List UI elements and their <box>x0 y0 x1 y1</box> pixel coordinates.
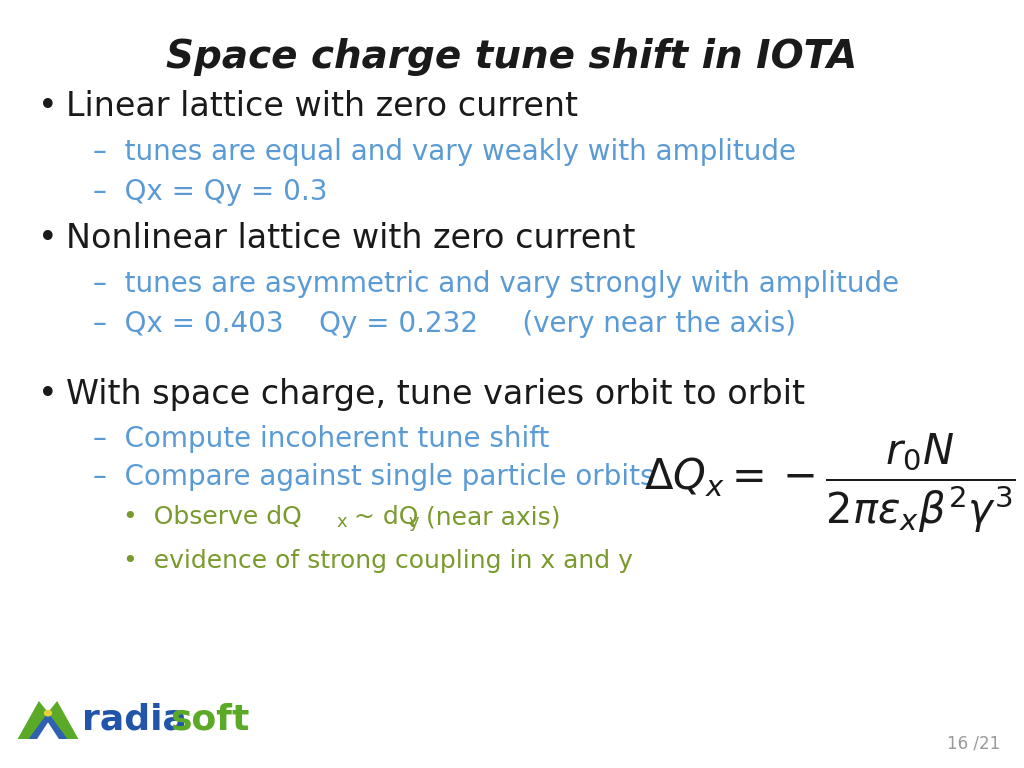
Text: ~ dQ: ~ dQ <box>346 505 419 529</box>
Text: •: • <box>38 378 57 411</box>
Polygon shape <box>17 701 79 739</box>
Text: –  tunes are asymmetric and vary strongly with amplitude: – tunes are asymmetric and vary strongly… <box>93 270 899 298</box>
Text: –  Qx = Qy = 0.3: – Qx = Qy = 0.3 <box>93 178 328 206</box>
Text: –  Qx = 0.403    Qy = 0.232     (very near the axis): – Qx = 0.403 Qy = 0.232 (very near the a… <box>93 310 796 338</box>
Text: •  Observe dQ: • Observe dQ <box>123 505 302 529</box>
Polygon shape <box>29 713 68 739</box>
Text: •: • <box>38 222 57 255</box>
Text: Nonlinear lattice with zero current: Nonlinear lattice with zero current <box>66 222 635 255</box>
Text: $\Delta Q_x = -\dfrac{r_0 N}{2\pi\epsilon_x\beta^2\gamma^3}$: $\Delta Q_x = -\dfrac{r_0 N}{2\pi\epsilo… <box>644 432 1016 535</box>
Text: –  Compare against single particle orbits: – Compare against single particle orbits <box>93 463 654 491</box>
Text: soft: soft <box>170 703 250 737</box>
Text: –  tunes are equal and vary weakly with amplitude: – tunes are equal and vary weakly with a… <box>93 138 796 166</box>
Text: With space charge, tune varies orbit to orbit: With space charge, tune varies orbit to … <box>66 378 805 411</box>
Text: •  evidence of strong coupling in x and y: • evidence of strong coupling in x and y <box>123 549 633 573</box>
Text: •: • <box>38 90 57 123</box>
Text: (near axis): (near axis) <box>418 505 560 529</box>
Ellipse shape <box>44 710 52 717</box>
Text: 16 /21: 16 /21 <box>947 734 1000 752</box>
Text: y: y <box>409 513 420 531</box>
Text: –  Compute incoherent tune shift: – Compute incoherent tune shift <box>93 425 549 453</box>
Text: Space charge tune shift in IOTA: Space charge tune shift in IOTA <box>166 38 858 76</box>
Text: x: x <box>336 513 347 531</box>
Text: Linear lattice with zero current: Linear lattice with zero current <box>66 90 578 123</box>
Text: radia: radia <box>82 703 187 737</box>
